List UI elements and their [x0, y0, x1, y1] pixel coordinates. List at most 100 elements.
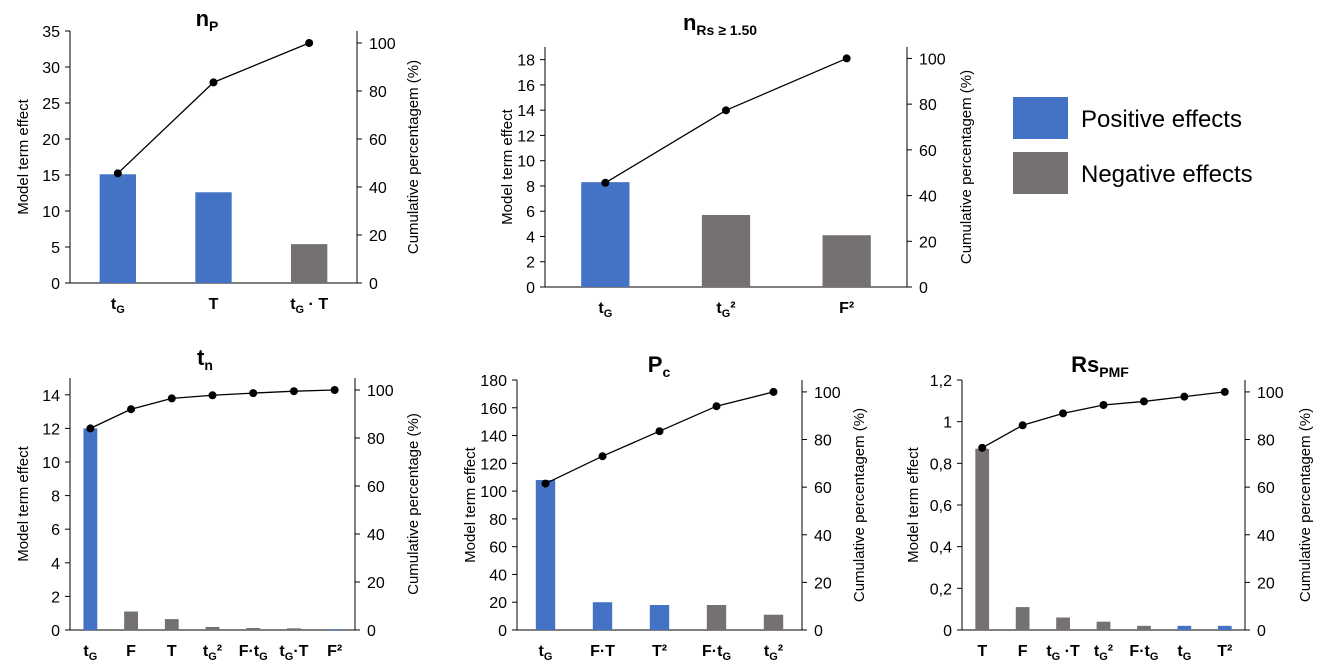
cumulative-point: [289, 387, 298, 396]
x-tick-label: F: [1018, 643, 1028, 660]
y-tick-label: 40: [489, 567, 507, 584]
y-tick-label: 80: [489, 512, 507, 529]
cumulative-point: [842, 54, 851, 63]
y-tick-label: 4: [526, 229, 535, 246]
y2-tick-label: 20: [367, 575, 385, 592]
y-axis-title: Model term effect: [462, 446, 479, 562]
y-tick-label: 0,4: [930, 540, 952, 557]
chart-title: nRs ≥ 1.50: [683, 10, 757, 38]
y2-tick-label: 40: [1257, 528, 1275, 545]
y-axis-title: Model term effect: [905, 446, 922, 562]
x-tick-label: F·tG: [1129, 643, 1158, 663]
y-tick-label: 15: [42, 168, 60, 185]
bar: [1056, 617, 1070, 630]
y2-tick-label: 80: [814, 433, 832, 450]
cumulative-point: [113, 169, 122, 178]
y-tick-label: 180: [480, 373, 507, 390]
y-tick-label: 0,8: [930, 456, 952, 473]
cumulative-point: [598, 452, 607, 461]
x-tick-label: tG²: [716, 300, 735, 320]
cumulative-point: [769, 387, 778, 396]
y-tick-label: 12: [42, 421, 60, 438]
x-tick-label: F·tG: [239, 643, 268, 663]
y-tick-label: 6: [51, 522, 60, 539]
y2-tick-label: 80: [369, 84, 387, 101]
y-tick-label: 1,2: [930, 373, 952, 390]
y-tick-label: 60: [489, 540, 507, 557]
y-tick-label: 2: [51, 589, 60, 606]
y-tick-label: 140: [480, 429, 507, 446]
chart-title: tn: [197, 345, 213, 373]
x-tick-label: T: [167, 643, 177, 660]
y-tick-label: 35: [42, 24, 60, 41]
cumulative-point: [541, 479, 550, 488]
x-tick-label: T²: [1217, 643, 1232, 660]
bar: [763, 614, 784, 630]
cumulative-point: [167, 394, 176, 403]
legend: Positive effects Negative effects: [1013, 97, 1253, 194]
bar: [287, 628, 301, 630]
cumulative-point: [127, 405, 136, 414]
y2-axis-title: Cumulative percentagem (%): [405, 60, 422, 254]
y2-tick-label: 100: [814, 385, 841, 402]
bar: [246, 627, 261, 630]
bar: [581, 182, 630, 287]
chart-title: nP: [196, 6, 219, 34]
y2-tick-label: 100: [367, 383, 394, 400]
bar: [535, 480, 556, 630]
cumulative-point: [208, 391, 217, 400]
legend-swatch-negative: [1013, 152, 1068, 194]
y-axis-title: Model term effect: [499, 108, 516, 224]
bar: [592, 602, 613, 630]
y-tick-label: 8: [51, 489, 60, 506]
y2-tick-label: 40: [367, 527, 385, 544]
y2-tick-label: 0: [367, 623, 376, 640]
y-tick-label: 10: [42, 204, 60, 221]
cumulative-line: [981, 391, 1225, 449]
y2-axis-title: Cumulative percentagem (%): [851, 408, 868, 602]
legend-label-positive: Positive effects: [1081, 106, 1242, 133]
cumulative-line: [545, 391, 774, 485]
cumulative-point: [209, 78, 218, 87]
cumulative-point: [978, 443, 987, 452]
y2-tick-label: 60: [814, 480, 832, 497]
y-tick-label: 10: [42, 455, 60, 472]
y-tick-label: 12: [517, 128, 535, 145]
y-tick-label: 0: [51, 276, 60, 293]
cumulative-point: [601, 178, 610, 187]
y2-tick-label: 0: [919, 280, 928, 297]
x-tick-label: tG: [1177, 643, 1191, 663]
bar: [1137, 625, 1151, 630]
x-tick-label: F·T: [590, 643, 615, 660]
bar: [822, 235, 871, 287]
y2-tick-label: 0: [1257, 623, 1266, 640]
y-tick-label: 10: [517, 154, 535, 171]
y-tick-label: 16: [517, 78, 535, 95]
y-tick-label: 0: [526, 280, 535, 297]
chart-2: nRs ≥ 1.50 0 2 4 6 8 10 12 14 16 18 0 20 40 60 80 100 Mod…: [499, 10, 975, 320]
cumulative-point: [249, 389, 258, 398]
y-tick-label: 8: [526, 179, 535, 196]
cumulative-point: [330, 386, 339, 394]
y2-tick-label: 40: [919, 189, 937, 206]
chart-3: tn 0 2 4 6 8 10 12 14 0 20 40 60 80 100 Model term effe…: [15, 345, 422, 663]
bar: [124, 611, 138, 630]
y-tick-label: 0,2: [930, 581, 952, 598]
y-tick-label: 25: [42, 96, 60, 113]
y2-tick-label: 0: [814, 623, 823, 640]
y-axis-title: Model term effect: [15, 98, 32, 214]
bar: [290, 244, 328, 283]
cumulative-point: [86, 424, 95, 433]
y-tick-label: 6: [526, 204, 535, 221]
bar: [1217, 625, 1232, 630]
x-tick-label: F·tG: [702, 643, 731, 663]
y2-tick-label: 60: [1257, 480, 1275, 497]
cumulative-line: [117, 42, 310, 174]
y2-tick-label: 80: [1257, 433, 1275, 450]
cumulative-point: [712, 402, 721, 411]
y2-tick-label: 100: [919, 51, 946, 68]
x-tick-label: tG²: [203, 643, 222, 663]
y2-tick-label: 80: [367, 431, 385, 448]
x-tick-label: tG · T: [290, 296, 328, 316]
cumulative-point: [1139, 397, 1148, 406]
